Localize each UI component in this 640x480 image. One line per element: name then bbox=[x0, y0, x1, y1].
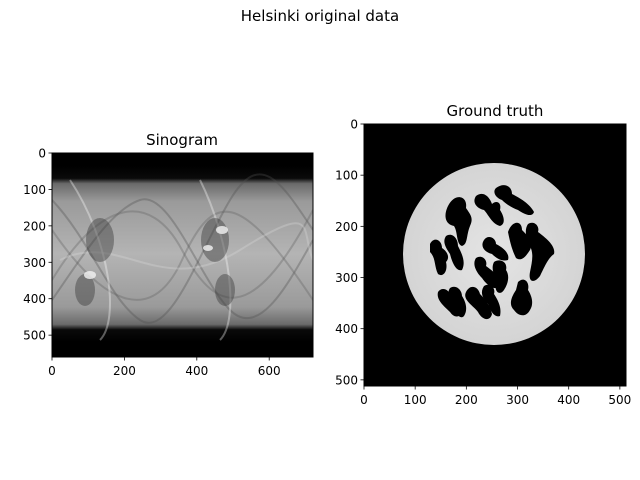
ground-truth-xtick-label: 100 bbox=[404, 393, 427, 407]
figure-suptitle: Helsinki original data bbox=[241, 7, 399, 25]
ground-truth-xtick-label: 300 bbox=[506, 393, 529, 407]
ground-truth-title: Ground truth bbox=[447, 102, 544, 120]
ground-truth-ytick-label: 200 bbox=[335, 220, 358, 234]
sinogram-frame bbox=[51, 152, 314, 358]
sinogram-ytick-label: 0 bbox=[38, 147, 46, 161]
sinogram-ytick-label: 400 bbox=[23, 292, 46, 306]
sinogram-image bbox=[52, 153, 313, 357]
ground-truth-x-axis: 0 100 200 300 400 500 bbox=[360, 386, 631, 407]
sinogram-title: Sinogram bbox=[146, 131, 218, 149]
sinogram-xtick-label: 200 bbox=[113, 364, 136, 378]
ground-truth-xtick-label: 400 bbox=[557, 393, 580, 407]
ground-truth-frame bbox=[363, 123, 627, 387]
ground-truth-ytick-label: 300 bbox=[335, 271, 358, 285]
sinogram-y-axis: 0 100 200 300 400 500 bbox=[23, 147, 52, 343]
ground-truth-xtick-label: 500 bbox=[608, 393, 631, 407]
ground-truth-ytick-label: 100 bbox=[335, 169, 358, 183]
ground-truth-image bbox=[364, 124, 626, 386]
ground-truth-xtick-label: 200 bbox=[455, 393, 478, 407]
ground-truth-y-axis: 0 100 200 300 400 500 bbox=[335, 118, 364, 387]
sinogram-xtick-label: 0 bbox=[48, 364, 56, 378]
ground-truth-ytick-label: 400 bbox=[335, 322, 358, 336]
sinogram-ytick-label: 300 bbox=[23, 256, 46, 270]
ground-truth-ytick-label: 0 bbox=[350, 118, 358, 132]
sinogram-ytick-label: 500 bbox=[23, 329, 46, 343]
ground-truth-panel: Ground truth 0 100 bbox=[335, 102, 631, 407]
ground-truth-ytick-label: 500 bbox=[335, 373, 358, 387]
sinogram-panel: Sinogram bbox=[23, 131, 314, 378]
ground-truth-xtick-label: 0 bbox=[360, 393, 368, 407]
ground-truth-holes bbox=[430, 185, 555, 320]
sinogram-x-axis: 0 200 400 600 bbox=[48, 357, 281, 378]
sinogram-xtick-label: 400 bbox=[185, 364, 208, 378]
sinogram-ytick-label: 200 bbox=[23, 219, 46, 233]
sinogram-ytick-label: 100 bbox=[23, 183, 46, 197]
sinogram-xtick-label: 600 bbox=[258, 364, 281, 378]
